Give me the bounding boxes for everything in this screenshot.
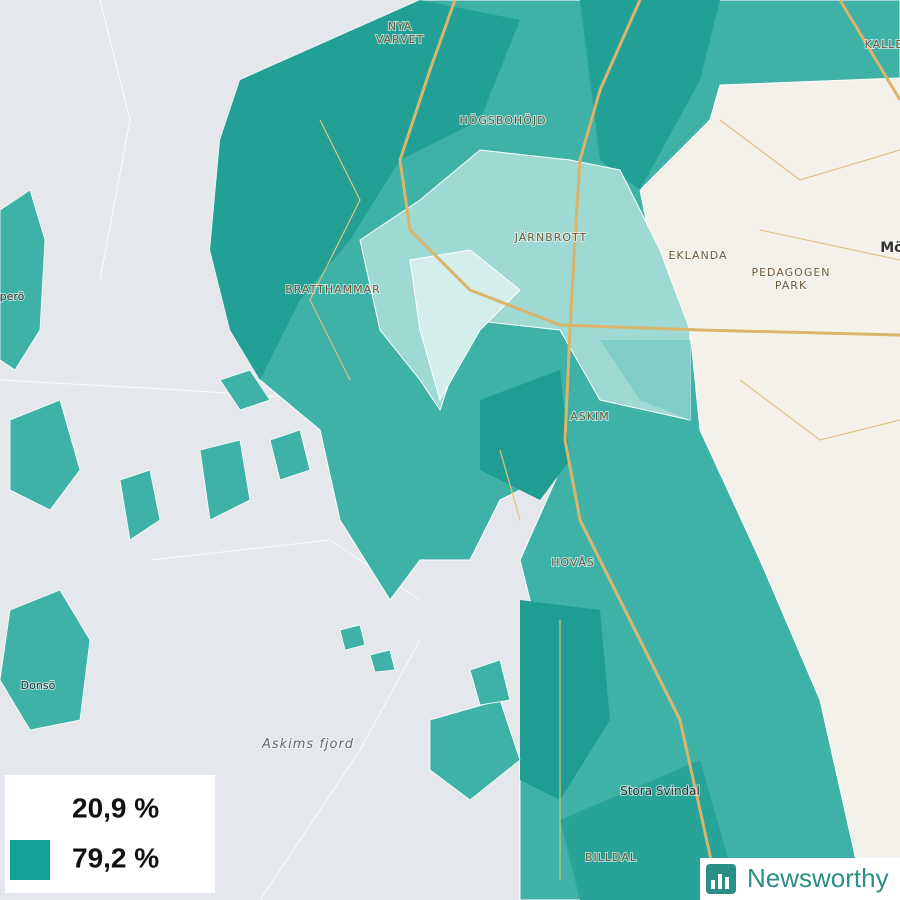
- place-label-line: PEDAGOGEN: [751, 266, 830, 279]
- land-dark: [210, 0, 520, 380]
- brand-name: Newsworthy: [747, 863, 889, 893]
- place-label: JÄRNBROTT: [514, 231, 588, 244]
- islands: [0, 189, 521, 801]
- brand-icon-bar: [711, 880, 715, 889]
- land-dark: [480, 370, 570, 500]
- place-label: NYA VARVET: [376, 20, 425, 46]
- brand-icon-bar: [725, 877, 729, 889]
- place-label: Donsö: [21, 679, 56, 692]
- brand-icon-bar: [718, 874, 722, 889]
- place-labels: NYA VARVET HÖGSBOHÖJD JÄRNBROTT EKLANDA P…: [0, 19, 900, 865]
- place-label: HOVÅS: [551, 556, 595, 569]
- legend-swatch: [10, 840, 50, 880]
- place-label: Mö: [880, 240, 900, 256]
- place-label: PEDAGOGEN PARK: [751, 266, 830, 292]
- place-label: KALLE: [865, 38, 900, 51]
- legend-swatch: [10, 790, 50, 830]
- place-label-line: NYA: [388, 20, 413, 33]
- molndal-area: [640, 78, 900, 900]
- place-label-line: VARVET: [376, 33, 425, 46]
- place-label: perö: [0, 290, 25, 303]
- boundaries: [0, 0, 421, 900]
- legend-label: 20,9 %: [72, 792, 159, 823]
- place-label-line: PARK: [775, 279, 807, 292]
- place-label: Askims fjord: [261, 737, 354, 752]
- place-label: HÖGSBOHÖJD: [459, 114, 546, 127]
- place-label: ASKIM: [570, 410, 609, 423]
- brand: Newsworthy: [700, 858, 900, 900]
- place-label: BILLDAL: [585, 851, 637, 864]
- roads: [309, 0, 900, 900]
- land-light: [600, 340, 690, 420]
- land-dark: [560, 760, 740, 900]
- place-label: BRATTHAMMAR: [285, 283, 381, 296]
- land-lightest: [409, 249, 521, 402]
- land-dark: [580, 0, 720, 190]
- place-label: Stora Svindal: [620, 784, 700, 798]
- place-label: EKLANDA: [668, 249, 727, 262]
- legend-label: 79,2 %: [72, 842, 159, 873]
- land-dark: [520, 600, 610, 800]
- legend: 20,9 % 79,2 %: [5, 775, 215, 893]
